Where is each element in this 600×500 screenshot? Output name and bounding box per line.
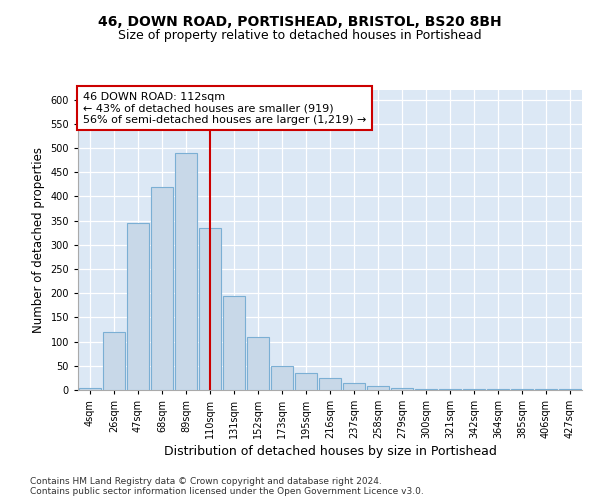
Bar [511,389,533,390]
Bar [535,389,557,390]
Bar [223,296,245,390]
Bar [343,382,365,390]
Bar [247,337,269,390]
Bar [271,366,293,390]
Bar [487,389,509,390]
Bar [415,388,437,390]
Bar [79,388,101,390]
Bar [199,228,221,390]
Bar [559,389,581,390]
X-axis label: Distribution of detached houses by size in Portishead: Distribution of detached houses by size … [164,446,496,458]
Text: Contains public sector information licensed under the Open Government Licence v3: Contains public sector information licen… [30,486,424,496]
Bar [151,187,173,390]
Bar [463,389,485,390]
Y-axis label: Number of detached properties: Number of detached properties [32,147,45,333]
Text: 46 DOWN ROAD: 112sqm
← 43% of detached houses are smaller (919)
56% of semi-deta: 46 DOWN ROAD: 112sqm ← 43% of detached h… [83,92,367,124]
Bar [175,153,197,390]
Bar [391,388,413,390]
Bar [103,332,125,390]
Text: 46, DOWN ROAD, PORTISHEAD, BRISTOL, BS20 8BH: 46, DOWN ROAD, PORTISHEAD, BRISTOL, BS20… [98,16,502,30]
Text: Contains HM Land Registry data © Crown copyright and database right 2024.: Contains HM Land Registry data © Crown c… [30,476,382,486]
Bar [127,223,149,390]
Bar [439,389,461,390]
Text: Size of property relative to detached houses in Portishead: Size of property relative to detached ho… [118,30,482,43]
Bar [295,373,317,390]
Bar [319,378,341,390]
Bar [367,386,389,390]
